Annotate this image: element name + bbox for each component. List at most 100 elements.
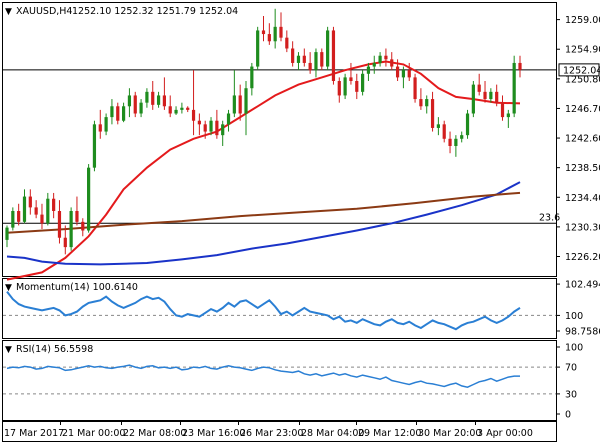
candle-body <box>63 237 67 248</box>
price-y-tick-label: 1234.40 <box>565 193 600 204</box>
candle-body <box>238 95 242 114</box>
candle-body <box>46 198 50 224</box>
candle-body <box>209 120 213 132</box>
candle-body <box>156 95 161 105</box>
candle-body <box>489 91 493 100</box>
candle-body <box>477 84 481 92</box>
candle-body <box>256 30 260 67</box>
time-label: 23 Mar 16:00 <box>182 428 245 439</box>
price-y-tick-label: 1238.50 <box>565 163 600 174</box>
candle-body <box>203 124 207 132</box>
rsi-y-tick-label: 0 <box>565 410 571 421</box>
price-y-tick-label: 1254.90 <box>565 45 600 56</box>
candle-body <box>454 138 458 146</box>
time-label: 17 Mar 2017 <box>4 428 64 439</box>
candle-body <box>139 102 143 114</box>
candle-body <box>401 70 406 78</box>
candle-body <box>471 84 475 114</box>
time-label: 29 Mar 12:00 <box>358 428 421 439</box>
candle-body <box>320 52 324 67</box>
candle-body <box>442 124 446 139</box>
candle-body <box>261 30 266 35</box>
candle-body <box>98 124 102 132</box>
candle-body <box>5 227 9 240</box>
candle-body <box>11 211 15 228</box>
rsi-y-tick-label: 70 <box>565 363 577 374</box>
candle-body <box>407 70 411 78</box>
sma200-line <box>6 191 521 234</box>
candle-body <box>326 30 330 67</box>
price-y-tick-label: 1246.70 <box>565 104 600 115</box>
candle-body <box>127 95 132 107</box>
time-axis-frame <box>2 421 557 442</box>
candle-body <box>34 207 38 215</box>
candle-body <box>483 91 487 100</box>
time-label: 3 Apr 00:00 <box>477 428 533 439</box>
candle-body <box>395 66 400 78</box>
candle-body <box>308 62 312 71</box>
candle-body <box>302 55 306 63</box>
candle-body <box>506 113 510 118</box>
candle-body <box>57 211 62 238</box>
candle-body <box>425 99 429 107</box>
rsi-indicator: 100 70 30 0 RSI(14) 56.5598 ▼ <box>3 343 583 421</box>
candle-body <box>92 124 97 168</box>
candle-body <box>413 77 417 100</box>
candle-body <box>500 102 505 118</box>
candle-body <box>285 37 289 49</box>
candle-body <box>221 124 225 136</box>
candle-body <box>244 88 248 114</box>
candle-body <box>81 221 85 231</box>
candle-body <box>343 77 347 96</box>
candle-body <box>174 109 178 114</box>
candle-body <box>75 211 79 222</box>
candle-body <box>337 81 341 96</box>
candle-body <box>436 124 440 128</box>
candle-body <box>52 198 56 211</box>
candle-body <box>191 109 196 121</box>
ohlc-values: 1252.10 1252.32 1251.79 1252.04 <box>72 6 238 17</box>
fib-level-label: 23.6 <box>539 212 560 223</box>
candle-body <box>162 95 167 107</box>
candle-body <box>133 95 137 114</box>
candle-body <box>22 196 27 222</box>
candle-body <box>69 211 73 248</box>
candle-body <box>518 62 522 70</box>
candle-body <box>116 106 120 121</box>
current-price-tag <box>558 63 600 77</box>
candle-body <box>104 117 108 132</box>
candle-body <box>110 106 114 118</box>
candlestick-series <box>5 8 522 255</box>
candle-body <box>273 26 277 42</box>
price-reference-lines: 1252.04 23.6 <box>3 63 600 224</box>
candle-body <box>360 73 365 92</box>
price-y-tick-label: 1242.60 <box>565 134 600 145</box>
candle-body <box>291 48 295 63</box>
candle-body <box>250 66 254 89</box>
candle-body <box>87 167 91 231</box>
candle-body <box>314 52 318 71</box>
candle-body <box>384 55 388 60</box>
time-label: 28 Mar 04:00 <box>301 428 364 439</box>
rsi-y-tick-label: 30 <box>565 389 577 400</box>
price-y-tick-label: 1259.00 <box>565 15 600 26</box>
candle-body <box>215 120 219 136</box>
rsi-line <box>6 364 520 388</box>
momentum-y-tick-label: 100 <box>565 311 583 322</box>
candle-body <box>121 106 126 121</box>
candle-body <box>378 55 382 63</box>
price-y-axis: 1259.00 1254.90 1250.80 1246.70 1242.60 1238.… <box>556 15 600 263</box>
candle-body <box>460 135 464 139</box>
price-y-tick-label: 1250.80 <box>565 74 600 85</box>
candle-body <box>180 107 184 110</box>
candle-body <box>331 30 336 82</box>
candle-body <box>355 81 359 92</box>
candle-body <box>296 55 301 63</box>
candle-body <box>186 107 190 110</box>
candle-body <box>279 26 283 38</box>
candle-body <box>465 113 470 136</box>
time-label: 30 Mar 20:00 <box>418 428 481 439</box>
rsi-y-tick-label: 100 <box>565 343 583 354</box>
